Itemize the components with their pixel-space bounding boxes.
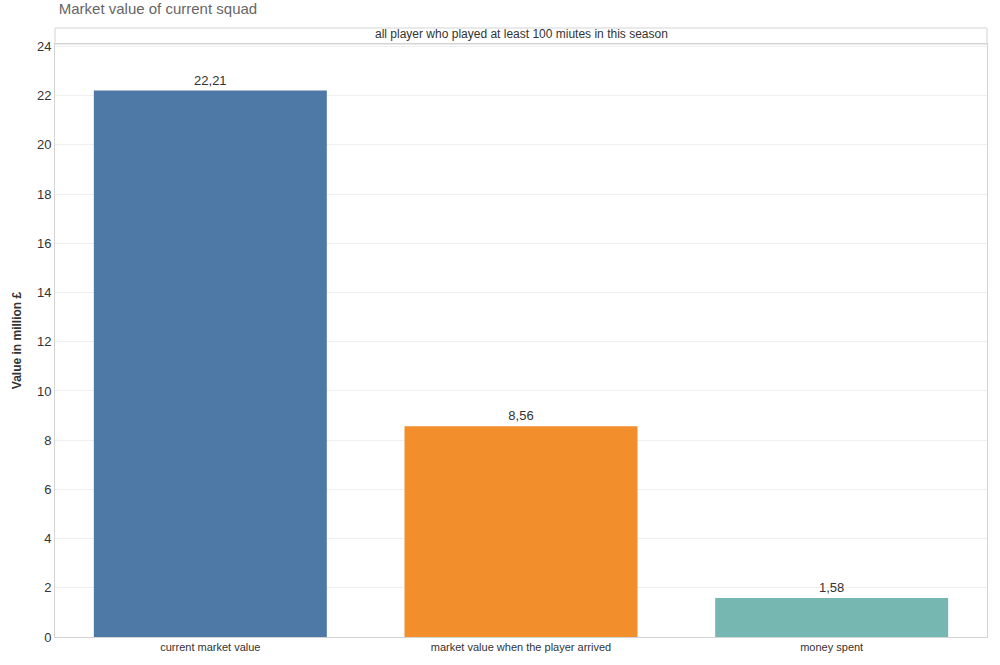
- svg-text:10: 10: [37, 383, 51, 398]
- svg-text:0: 0: [44, 630, 51, 645]
- svg-text:8: 8: [44, 433, 51, 448]
- svg-text:current market value: current market value: [160, 641, 260, 653]
- svg-text:14: 14: [37, 285, 51, 300]
- svg-text:Value in million £: Value in million £: [10, 291, 24, 389]
- svg-text:4: 4: [44, 531, 51, 546]
- svg-text:12: 12: [37, 334, 51, 349]
- svg-text:market value when the player a: market value when the player arrived: [431, 641, 611, 653]
- svg-text:2: 2: [44, 580, 51, 595]
- svg-text:6: 6: [44, 482, 51, 497]
- svg-text:20: 20: [37, 137, 51, 152]
- svg-text:1,58: 1,58: [819, 580, 844, 595]
- svg-text:16: 16: [37, 236, 51, 251]
- svg-text:18: 18: [37, 187, 51, 202]
- svg-text:22: 22: [37, 88, 51, 103]
- svg-text:Market value of current squad: Market value of current squad: [59, 0, 257, 17]
- svg-text:8,56: 8,56: [508, 408, 533, 423]
- svg-text:money spent: money spent: [800, 641, 863, 653]
- svg-text:all player who played at least: all player who played at least 100 miute…: [375, 27, 668, 41]
- svg-text:24: 24: [37, 39, 51, 54]
- svg-text:22,21: 22,21: [194, 73, 227, 88]
